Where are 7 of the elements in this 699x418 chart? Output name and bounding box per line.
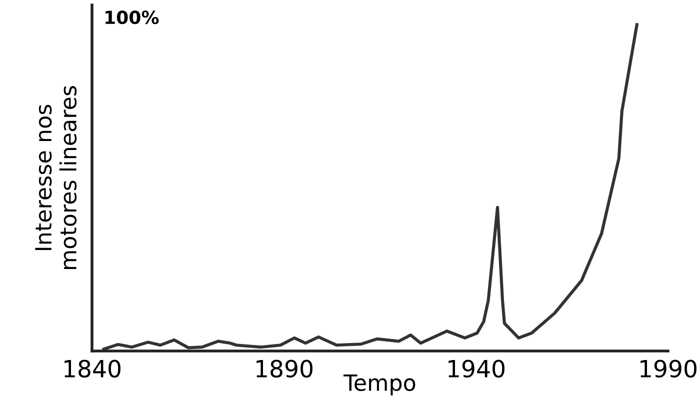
text: 100%: [106, 10, 159, 24]
x-tick-label: 1990: [640, 360, 696, 378]
x-tick-label: 1840: [64, 360, 120, 378]
y-axis-title: Interesse nos motores lineares: [35, 86, 77, 270]
x-axis-title: Tempo: [344, 374, 416, 396]
x-tick-label: 1890: [256, 360, 312, 378]
x-tick-label: 1940: [448, 360, 504, 378]
